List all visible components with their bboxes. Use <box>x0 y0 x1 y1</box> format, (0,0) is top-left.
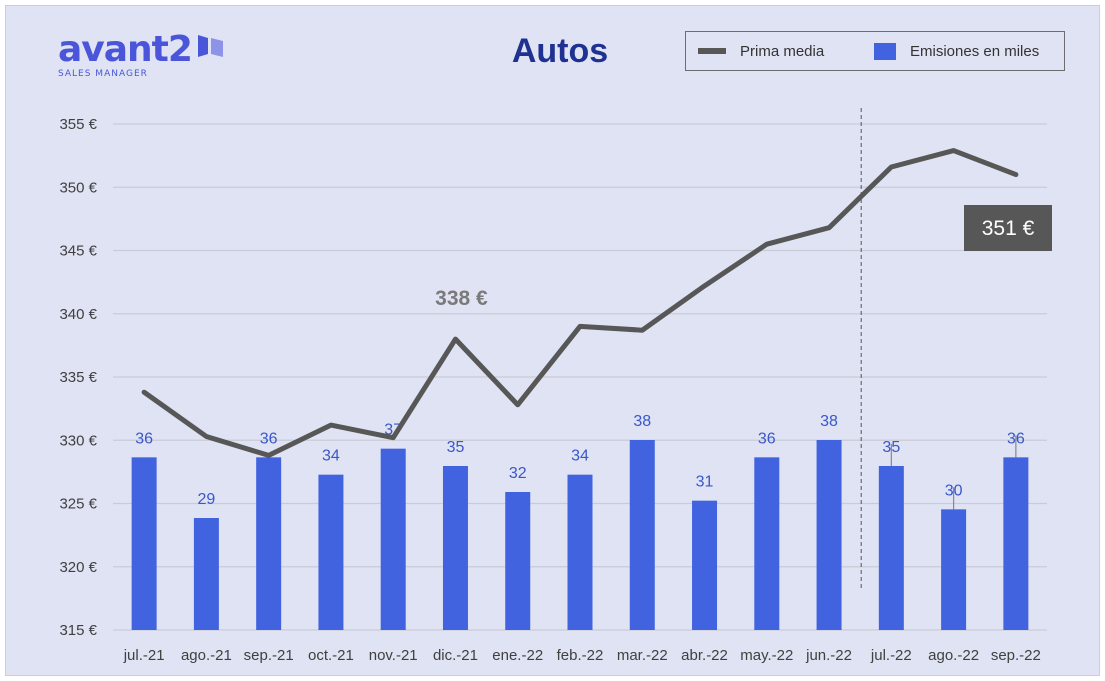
brand-logo-word: avant2 <box>58 29 193 70</box>
legend-label-emisiones: Emisiones en miles <box>910 42 1040 60</box>
bar-value-label: 36 <box>758 430 776 447</box>
brand-logo: avant2 SALES MANAGER <box>58 32 230 79</box>
bar-value-label: 36 <box>260 430 278 447</box>
x-tick-label: abr.-22 <box>681 647 728 664</box>
legend-label-prima-media: Prima media <box>740 42 825 60</box>
y-tick-label: 335 € <box>59 369 97 386</box>
bar-value-label: 35 <box>447 439 465 456</box>
bar-value-label: 36 <box>135 430 153 447</box>
legend-item-prima-media: Prima media <box>698 32 824 70</box>
bar-value-label: 31 <box>696 474 714 491</box>
bar <box>505 492 531 630</box>
x-tick-label: jul.-21 <box>123 647 165 664</box>
legend-box-swatch <box>874 42 896 60</box>
y-tick-label: 345 € <box>59 243 97 260</box>
x-tick-label: feb.-22 <box>557 647 604 664</box>
y-tick-label: 315 € <box>59 622 97 639</box>
bar-value-label: 34 <box>322 448 340 465</box>
bar <box>629 440 655 630</box>
x-tick-label: jun.-22 <box>805 647 852 664</box>
y-tick-label: 330 € <box>59 432 97 449</box>
bar <box>442 466 468 630</box>
bar-value-label: 32 <box>509 465 527 482</box>
x-tick-label: jul.-22 <box>870 647 912 664</box>
y-tick-label: 340 € <box>59 306 97 323</box>
bar <box>1003 457 1029 630</box>
x-tick-label: ene.-22 <box>492 647 543 664</box>
bar-value-label: 29 <box>198 491 216 508</box>
bar <box>941 509 967 630</box>
y-tick-label: 350 € <box>59 179 97 196</box>
x-tick-label: ago.-22 <box>928 647 979 664</box>
x-tick-label: ago.-21 <box>181 647 232 664</box>
chart-area <box>5 5 1100 676</box>
x-tick-label: sep.-21 <box>244 647 294 664</box>
bar-value-label: 36 <box>1007 430 1025 447</box>
y-tick-label: 320 € <box>59 559 97 576</box>
x-tick-label: may.-22 <box>740 647 793 664</box>
bar <box>131 457 157 630</box>
bar-value-label: 34 <box>571 448 589 465</box>
bar <box>692 500 718 630</box>
annotation-box <box>964 205 1052 251</box>
bar <box>380 448 406 630</box>
legend-line-swatch <box>698 48 726 54</box>
chart-title: Autos <box>511 32 609 70</box>
bar <box>193 518 219 630</box>
bar-value-label: 35 <box>882 439 900 456</box>
bar-value-label: 38 <box>633 413 651 430</box>
annotation-last-value: 351 € <box>982 217 1035 240</box>
bar <box>567 474 593 630</box>
brand-logo-subtitle: SALES MANAGER <box>58 69 148 79</box>
bar <box>754 457 780 630</box>
y-tick-label: 325 € <box>59 496 97 513</box>
bar <box>878 466 904 630</box>
y-tick-label: 355 € <box>59 116 97 133</box>
annotation-peak-value: 338 € <box>435 287 488 310</box>
line-series-prima-media <box>141 148 1019 458</box>
x-tick-label: nov.-21 <box>369 647 418 664</box>
x-tick-label: mar.-22 <box>617 647 668 664</box>
bar-value-label: 38 <box>820 413 838 430</box>
bar <box>816 440 842 630</box>
x-tick-label: dic.-21 <box>433 647 478 664</box>
bar <box>256 457 282 630</box>
x-tick-label: sep.-22 <box>991 647 1041 664</box>
legend-item-emisiones: Emisiones en miles <box>874 32 1039 70</box>
chart-legend: Prima media Emisiones en miles <box>685 31 1065 71</box>
bar-value-label: 30 <box>945 482 963 499</box>
x-tick-label: oct.-21 <box>308 647 354 664</box>
bar <box>318 474 344 630</box>
brand-logo-icon <box>197 35 223 57</box>
